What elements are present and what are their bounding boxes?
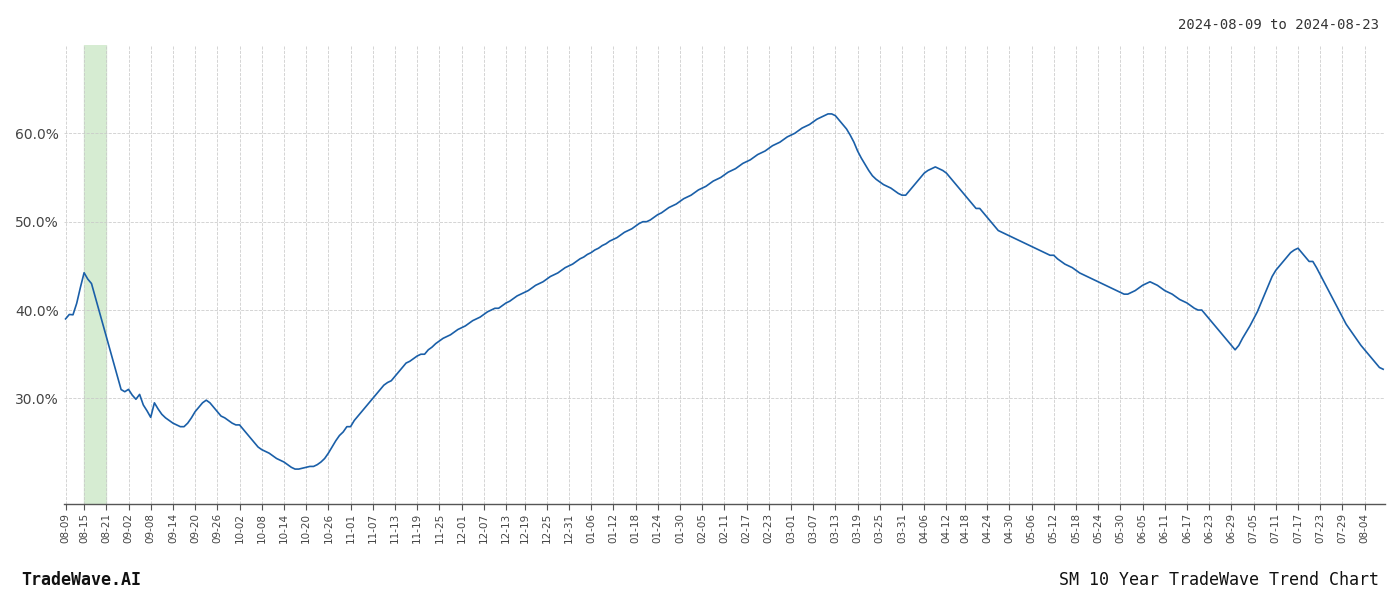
Text: TradeWave.AI: TradeWave.AI — [21, 571, 141, 589]
Bar — [84, 45, 106, 505]
Text: SM 10 Year TradeWave Trend Chart: SM 10 Year TradeWave Trend Chart — [1058, 571, 1379, 589]
Text: 2024-08-09 to 2024-08-23: 2024-08-09 to 2024-08-23 — [1177, 18, 1379, 32]
